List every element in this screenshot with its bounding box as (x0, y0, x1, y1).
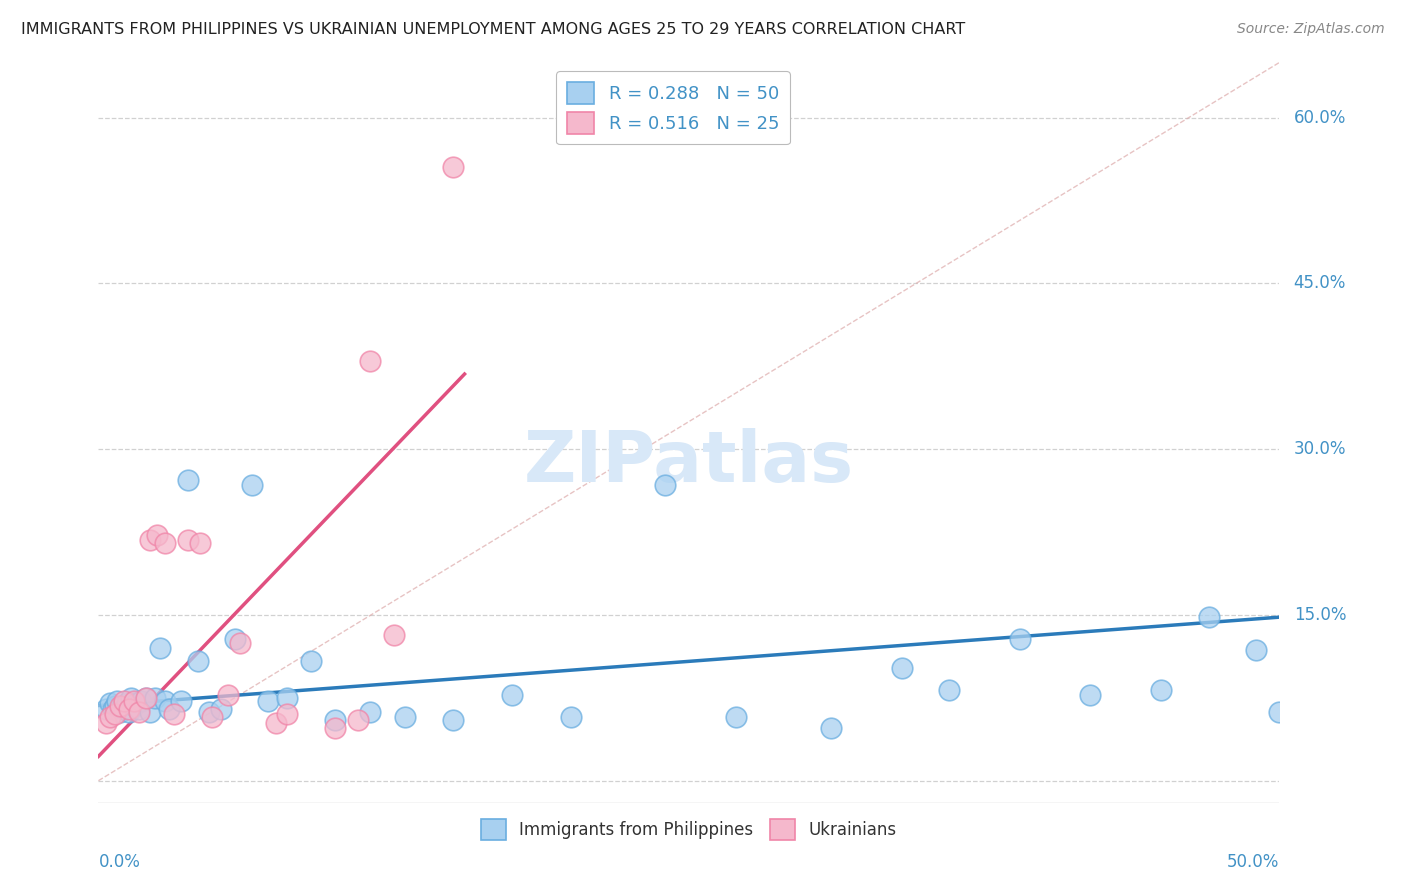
Point (501, 688, 523, 702)
Point (128, 702, 150, 716)
Point (104, 698, 127, 713)
Point (188, 536, 211, 550)
Point (115, 697, 138, 711)
Point (217, 688, 239, 702)
Point (112, 694, 135, 708)
Point (890, 661, 912, 675)
Point (276, 690, 298, 705)
Point (153, 694, 176, 708)
Point (104, 707, 127, 722)
Point (98, 709, 121, 723)
Point (118, 705, 141, 719)
Point (654, 477, 676, 491)
Point (560, 709, 582, 723)
Text: 0.0%: 0.0% (98, 853, 141, 871)
Point (98, 697, 121, 711)
Point (153, 536, 176, 550)
Text: 50.0%: 50.0% (1227, 853, 1279, 871)
Point (170, 694, 193, 708)
Point (240, 477, 263, 491)
Point (146, 528, 169, 542)
Text: IMMIGRANTS FROM PHILIPPINES VS UKRAINIAN UNEMPLOYMENT AMONG AGES 25 TO 29 YEARS : IMMIGRANTS FROM PHILIPPINES VS UKRAINIAN… (21, 22, 966, 37)
Point (725, 709, 748, 723)
Point (143, 690, 166, 705)
Point (938, 683, 960, 698)
Point (441, 713, 464, 727)
Point (1339, 610, 1361, 624)
Point (149, 641, 172, 656)
Text: ZIPatlas: ZIPatlas (524, 428, 853, 497)
Point (101, 702, 124, 716)
Point (1150, 683, 1173, 698)
Point (257, 694, 280, 708)
Point (1244, 643, 1267, 657)
Point (128, 705, 150, 719)
Point (198, 705, 221, 719)
Point (323, 713, 346, 727)
Point (105, 694, 128, 708)
Text: 15.0%: 15.0% (1294, 606, 1346, 624)
Point (118, 702, 141, 716)
Point (201, 709, 224, 723)
Point (441, 161, 464, 175)
Text: 45.0%: 45.0% (1294, 275, 1346, 293)
Point (122, 698, 145, 713)
Point (1080, 688, 1102, 702)
Point (1198, 610, 1220, 624)
Point (382, 628, 405, 642)
Text: Source: ZipAtlas.com: Source: ZipAtlas.com (1237, 22, 1385, 37)
Point (121, 690, 143, 705)
Point (1008, 632, 1031, 647)
Point (112, 702, 135, 716)
Legend: Immigrants from Philippines, Ukrainians: Immigrants from Philippines, Ukrainians (474, 813, 904, 847)
Point (125, 697, 148, 711)
Point (299, 654, 322, 668)
Point (94, 702, 117, 716)
Point (359, 353, 381, 368)
Point (129, 694, 152, 708)
Point (135, 690, 157, 705)
Point (177, 533, 200, 547)
Point (111, 698, 134, 713)
Point (1292, 610, 1315, 624)
Point (177, 473, 200, 487)
Point (229, 635, 252, 649)
Point (94, 716, 117, 731)
Point (394, 709, 416, 723)
Point (347, 713, 370, 727)
Point (187, 654, 209, 668)
Point (108, 705, 131, 719)
Point (264, 716, 287, 731)
Point (359, 705, 381, 719)
Point (820, 721, 842, 735)
Point (108, 698, 131, 713)
Point (323, 721, 346, 735)
Point (224, 632, 246, 647)
Point (1268, 705, 1291, 719)
Point (163, 707, 186, 722)
Point (139, 533, 162, 547)
Text: 30.0%: 30.0% (1294, 440, 1346, 458)
Point (276, 707, 298, 722)
Point (122, 694, 145, 708)
Point (209, 702, 232, 716)
Point (157, 702, 180, 716)
Point (135, 690, 157, 705)
Text: 60.0%: 60.0% (1294, 109, 1346, 127)
Point (139, 705, 162, 719)
